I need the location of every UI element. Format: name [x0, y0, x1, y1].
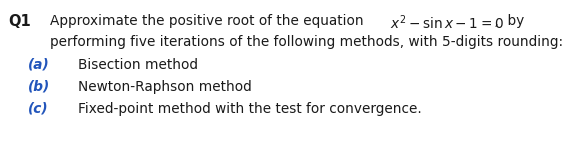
Text: (b): (b): [28, 80, 50, 94]
Text: Fixed-point method with the test for convergence.: Fixed-point method with the test for con…: [78, 102, 422, 116]
Text: Bisection method: Bisection method: [78, 58, 198, 72]
Text: ,  by: , by: [490, 14, 524, 28]
Text: Newton-Raphson method: Newton-Raphson method: [78, 80, 252, 94]
Text: (c): (c): [28, 102, 48, 116]
Text: (a): (a): [28, 58, 50, 72]
Text: $x^{2}-\sin x-1=0$: $x^{2}-\sin x-1=0$: [390, 13, 504, 32]
Text: Approximate the positive root of the equation: Approximate the positive root of the equ…: [50, 14, 377, 28]
Text: Q1: Q1: [8, 14, 31, 29]
Text: performing five iterations of the following methods, with 5-digits rounding:: performing five iterations of the follow…: [50, 35, 563, 49]
